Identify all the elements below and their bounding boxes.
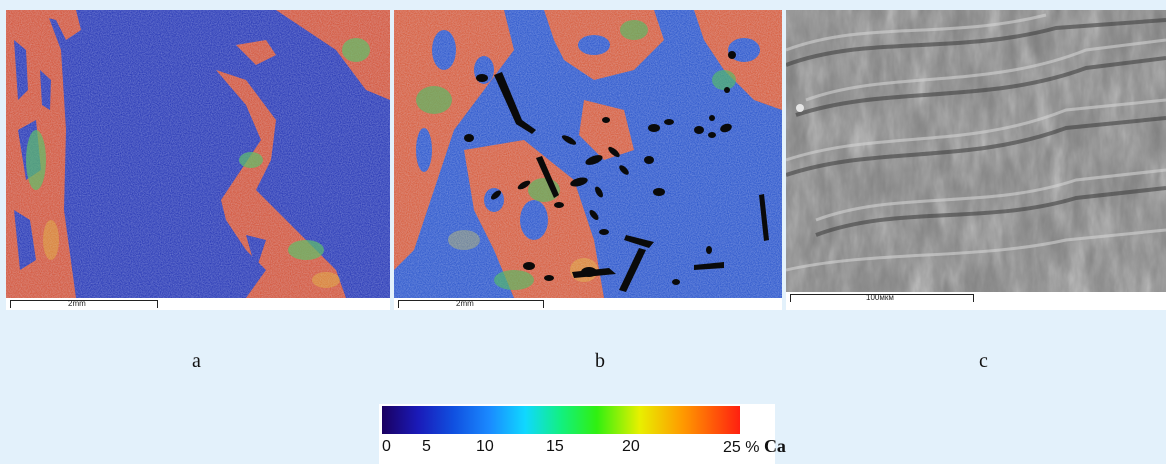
scalebar-c: 100мкм <box>786 292 1166 310</box>
scale-line <box>790 294 974 302</box>
panel-c: 100мкм <box>786 10 1166 310</box>
scalebar-b: 2mm <box>394 298 782 310</box>
ca-colorbar: 0 5 10 15 20 25 % Ca <box>379 404 786 464</box>
panel-label-a: a <box>192 350 201 372</box>
scale-text-a: 2mm <box>68 299 86 308</box>
colorbar-percent: % <box>745 439 760 456</box>
edx-map-b-image <box>394 10 782 298</box>
panel-label-c: c <box>979 350 988 372</box>
scale-text-b: 2mm <box>456 299 474 308</box>
colorbar-tick: 15 <box>546 438 564 455</box>
panel-b: 2mm <box>394 10 782 310</box>
panel-label-b: b <box>595 350 605 372</box>
colorbar-gradient <box>382 406 740 434</box>
scale-line <box>10 300 158 308</box>
colorbar-element: Ca <box>763 436 786 456</box>
colorbar-tick: 25 <box>723 439 741 456</box>
scalebar-a: 2mm <box>6 298 390 310</box>
colorbar-tick: 5 <box>422 438 431 455</box>
colorbar-tick: 20 <box>622 438 640 455</box>
edx-map-a-image <box>6 10 390 298</box>
panel-a: 2mm <box>6 10 390 310</box>
colorbar-unit: 25 % Ca <box>723 436 786 457</box>
colorbar-tick: 0 <box>382 438 391 455</box>
scale-line <box>398 300 544 308</box>
colorbar-tick: 10 <box>476 438 494 455</box>
sem-image <box>786 10 1166 292</box>
scale-text-c: 100мкм <box>866 293 894 302</box>
